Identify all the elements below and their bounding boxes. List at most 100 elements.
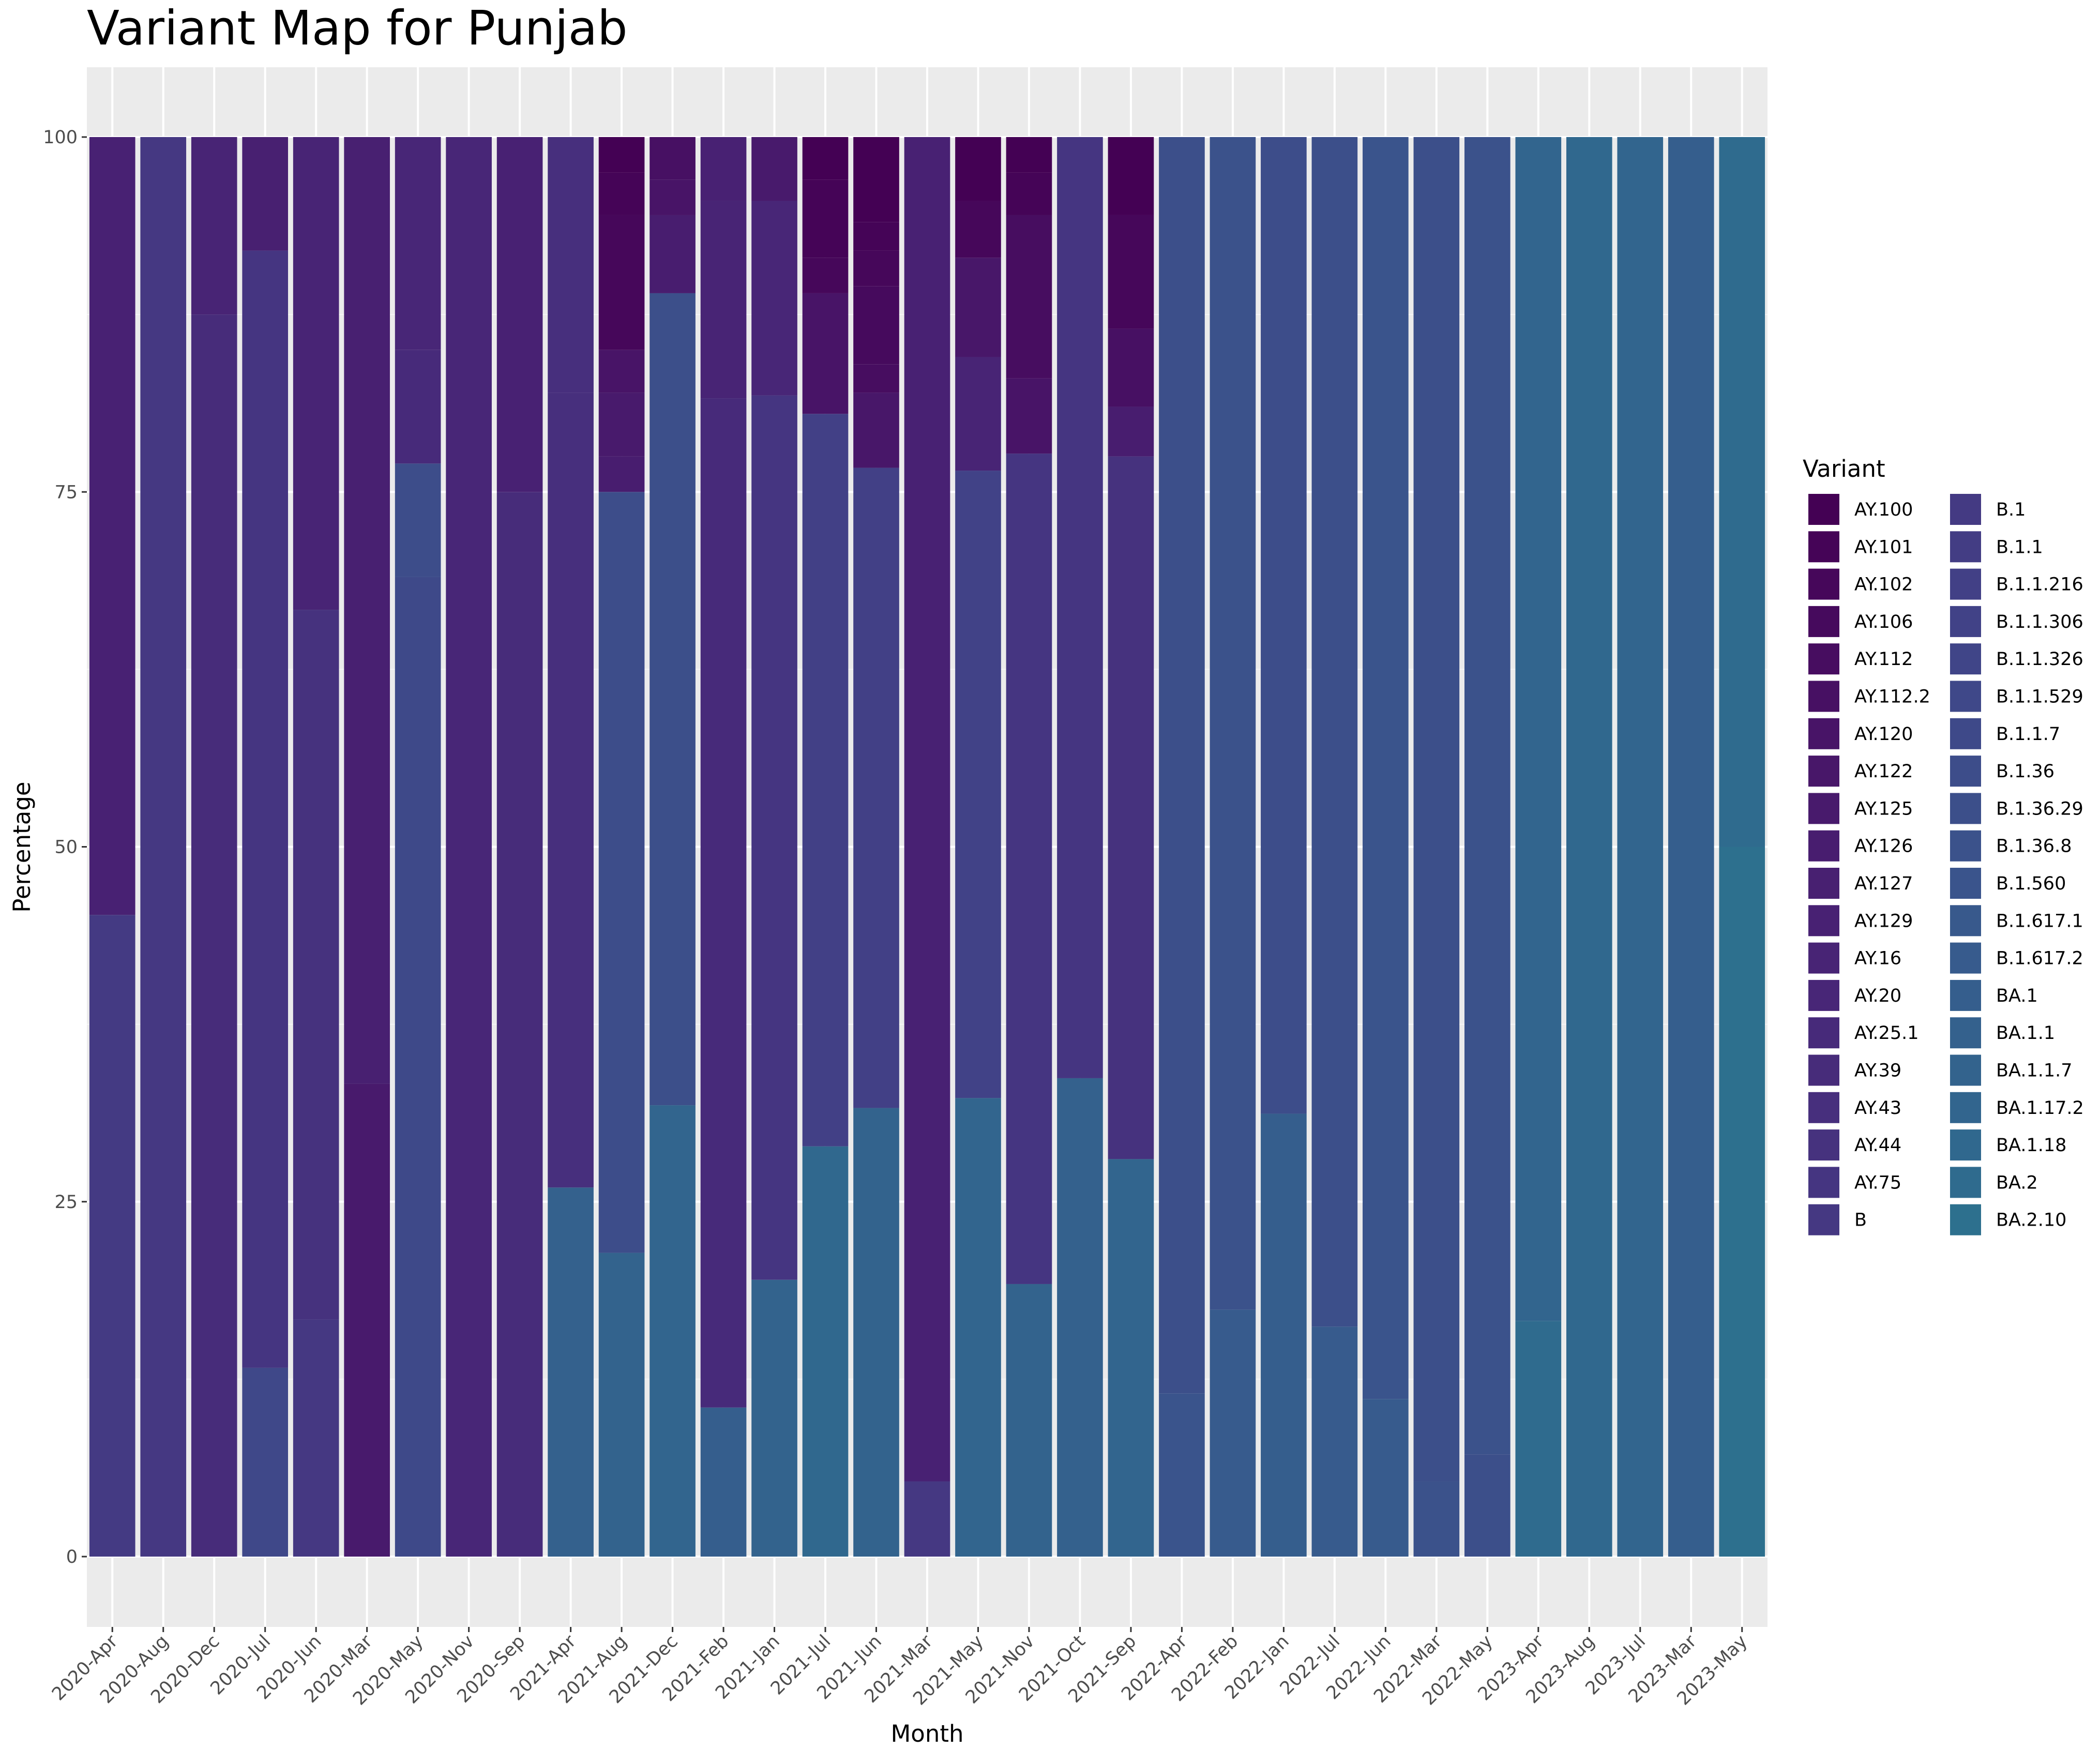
bar-segment bbox=[802, 179, 849, 258]
bar-segment bbox=[853, 364, 899, 393]
bar-segment bbox=[802, 414, 849, 1146]
bar-segment bbox=[853, 222, 899, 251]
legend-key bbox=[1949, 493, 1982, 526]
bar-segment bbox=[1719, 137, 1765, 847]
legend-key bbox=[1807, 1203, 1840, 1236]
bar-segment bbox=[496, 492, 543, 1557]
legend-label: AY.125 bbox=[1854, 798, 1913, 819]
legend: Variant AY.100 AY.101 AY.102 AY.106 AY.112 AY… bbox=[1803, 455, 2084, 1236]
y-axis-ticks: 0 25 50 75 100 bbox=[43, 127, 87, 1567]
bar-segment bbox=[802, 137, 849, 180]
bar-segment bbox=[598, 137, 645, 173]
bar-segment bbox=[1719, 847, 1765, 1557]
bar-segment bbox=[751, 395, 797, 1280]
legend-key bbox=[1949, 1203, 1982, 1236]
bar-segment bbox=[853, 137, 899, 222]
legend-label: BA.1.1 bbox=[1996, 1023, 2055, 1044]
legend-label: AY.127 bbox=[1854, 873, 1913, 894]
bar-segment bbox=[1159, 137, 1205, 1394]
legend-key bbox=[1807, 867, 1840, 900]
legend-label: BA.1.1.7 bbox=[1996, 1061, 2073, 1081]
legend-label: AY.44 bbox=[1854, 1135, 1901, 1156]
legend-key bbox=[1807, 792, 1840, 825]
bar-segment bbox=[853, 393, 899, 468]
bar-segment bbox=[1006, 137, 1052, 173]
bar-segment bbox=[853, 286, 899, 365]
bar-segment bbox=[1159, 1393, 1205, 1557]
legend-label: B.1.1 bbox=[1996, 537, 2043, 557]
bar-segment bbox=[1057, 1078, 1103, 1557]
bar-segment bbox=[751, 201, 797, 396]
bar-segment bbox=[395, 577, 441, 1557]
bar-segment bbox=[649, 137, 696, 180]
bar-segment bbox=[1464, 1454, 1510, 1557]
legend-label: B.1.36.29 bbox=[1996, 798, 2083, 819]
bar-segment bbox=[1006, 172, 1052, 215]
bar-segment bbox=[242, 1367, 289, 1557]
bar-segment bbox=[802, 258, 849, 293]
bar-segment bbox=[955, 258, 1001, 357]
bar-segment bbox=[904, 1481, 950, 1557]
bar-segment bbox=[1566, 847, 1612, 1557]
bar-segment bbox=[548, 1187, 594, 1557]
bar-segment bbox=[955, 1098, 1001, 1557]
bar-segment bbox=[1413, 137, 1460, 1482]
bar-segment bbox=[1006, 378, 1052, 454]
bar-segment bbox=[242, 250, 289, 1368]
bar-segment bbox=[904, 137, 950, 1482]
legend-key bbox=[1949, 567, 1982, 601]
legend-label: B.1.617.1 bbox=[1996, 911, 2083, 931]
legend-key bbox=[1949, 867, 1982, 900]
legend-label: B.1.1.7 bbox=[1996, 724, 2060, 745]
bar-segment bbox=[853, 250, 899, 286]
legend-label: AY.43 bbox=[1854, 1098, 1901, 1119]
legend-key bbox=[1807, 1091, 1840, 1124]
bar-segment bbox=[853, 467, 899, 1108]
legend-label: AY.102 bbox=[1854, 575, 1913, 595]
bar-segment bbox=[191, 137, 237, 315]
bar-segment bbox=[598, 172, 645, 215]
bar-segment bbox=[1261, 1113, 1307, 1557]
bar-segment bbox=[395, 463, 441, 577]
bar-segment bbox=[242, 137, 289, 251]
legend-key bbox=[1949, 1128, 1982, 1162]
legend-key bbox=[1949, 1016, 1982, 1050]
legend-key bbox=[1949, 1053, 1982, 1087]
legend-label: AY.16 bbox=[1854, 948, 1901, 969]
bar-segment bbox=[1311, 137, 1358, 1327]
legend-label: B.1.1.216 bbox=[1996, 575, 2083, 595]
bar-segment bbox=[955, 201, 1001, 258]
legend-label: AY.122 bbox=[1854, 761, 1913, 782]
legend-key bbox=[1949, 829, 1982, 863]
legend-label: B.1.617.2 bbox=[1996, 948, 2083, 969]
legend-label: AY.126 bbox=[1854, 836, 1913, 857]
legend-key bbox=[1949, 1166, 1982, 1199]
legend-key bbox=[1807, 1016, 1840, 1050]
chart-title: Variant Map for Punjab bbox=[87, 1, 628, 56]
bar-segment bbox=[649, 1105, 696, 1557]
bar-segment bbox=[751, 137, 797, 201]
legend-key bbox=[1949, 792, 1982, 825]
bar-segment bbox=[598, 1253, 645, 1557]
bar-segment bbox=[853, 1108, 899, 1557]
legend-label: B.1.1.306 bbox=[1996, 612, 2083, 632]
bar-segment bbox=[598, 492, 645, 1253]
legend-key bbox=[1807, 1128, 1840, 1162]
legend-label: AY.20 bbox=[1854, 986, 1901, 1006]
legend-label: AY.75 bbox=[1854, 1172, 1901, 1193]
bar-segment bbox=[344, 137, 390, 1084]
bar-segment bbox=[598, 456, 645, 492]
bar-segment bbox=[1311, 1326, 1358, 1557]
bar-segment bbox=[1108, 1159, 1154, 1557]
bar-segment bbox=[293, 1319, 339, 1557]
legend-key bbox=[1807, 493, 1840, 526]
legend-label: AY.112.2 bbox=[1854, 687, 1930, 707]
legend-key bbox=[1949, 680, 1982, 713]
legend-label: AY.129 bbox=[1854, 911, 1913, 931]
bar-segment bbox=[700, 398, 747, 1408]
bar-segment bbox=[1108, 328, 1154, 407]
bars bbox=[89, 137, 1765, 1557]
bar-segment bbox=[89, 915, 135, 1557]
bar-segment bbox=[140, 137, 187, 1557]
legend-label: AY.101 bbox=[1854, 537, 1913, 557]
